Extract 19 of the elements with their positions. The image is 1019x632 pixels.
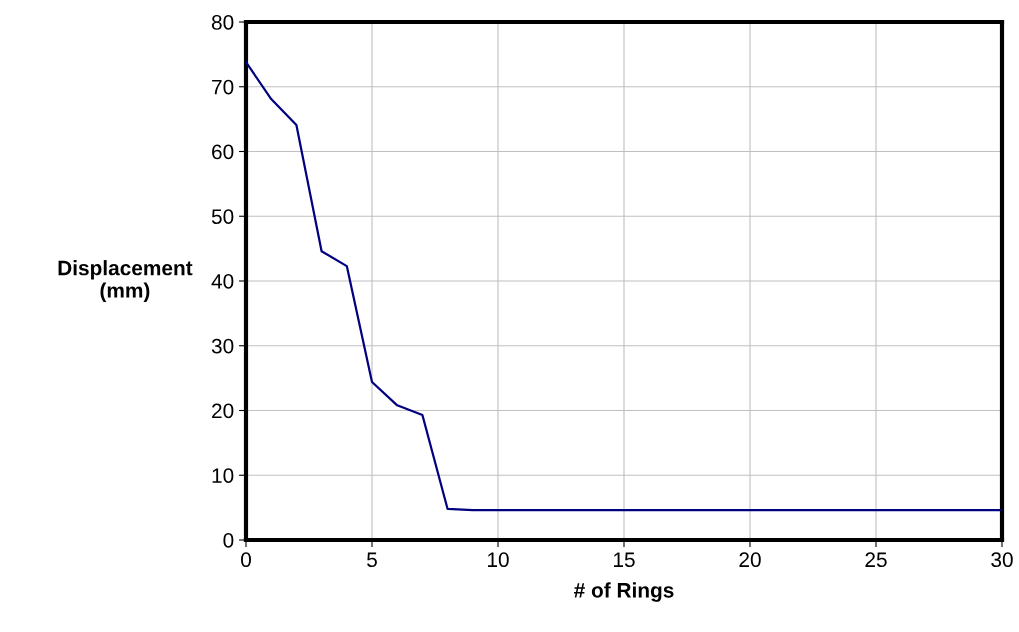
y-tick-label: 40 (211, 274, 234, 289)
y-tick-label: 20 (212, 403, 234, 419)
y-tick-label: 10 (212, 468, 234, 483)
x-tick-label: 30 (991, 552, 1013, 568)
y-tick-label: 60 (212, 144, 234, 160)
x-axis-title: # of Rings (574, 582, 674, 602)
y-tick-label: 70 (212, 79, 234, 95)
x-tick-label: 10 (488, 552, 509, 568)
line-series (246, 61, 1002, 512)
x-tick-label: 20 (739, 552, 761, 568)
y-tick-label: 50 (211, 209, 234, 224)
x-tick-label: 15 (614, 552, 635, 568)
y-tick-label: 30 (211, 338, 234, 354)
y-tick-label: 0 (223, 533, 234, 548)
x-tick-label: 25 (865, 552, 887, 568)
x-tick-label: 5 (367, 552, 377, 568)
y-tick-label: 80 (211, 15, 234, 30)
x-tick-label: 0 (241, 552, 251, 568)
y-axis-title: Displacement (mm) (58, 260, 193, 302)
